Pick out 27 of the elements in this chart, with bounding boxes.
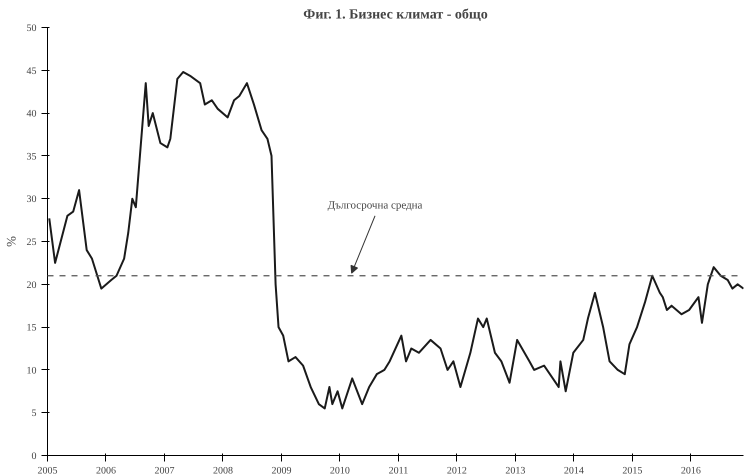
x-tick-label: 2010: [330, 466, 350, 476]
x-tick-label: 2007: [154, 466, 174, 476]
line-series: [48, 71, 744, 410]
y-tick-label: 45: [26, 66, 36, 77]
annotation: Дългосрочна средна: [328, 200, 423, 212]
x-tick-label: 2014: [564, 466, 584, 476]
y-tick-label: 0: [32, 451, 36, 462]
x-tick-label: 2005: [38, 466, 58, 476]
y-tick-label: 10: [26, 365, 36, 376]
y-tick-label: 5: [32, 408, 36, 420]
y-tick-label: 40: [26, 108, 36, 120]
y-tick-label: 50: [26, 23, 36, 34]
x-tick-label: 2009: [271, 466, 292, 476]
y-tick-label: 30: [26, 194, 36, 206]
x-tick-label: 2013: [505, 466, 526, 476]
x-tick-label: 2012: [446, 466, 467, 476]
x-tick-label: 2006: [96, 466, 116, 476]
y-tick-label: 20: [26, 280, 36, 291]
y-axis-title: %: [4, 236, 18, 247]
x-tick-label: 2011: [388, 466, 408, 476]
y-tick-label: 15: [26, 322, 36, 334]
x-tick-label: 2008: [212, 466, 233, 476]
y-tick-label: 25: [26, 237, 36, 248]
x-tick-label: 2015: [622, 466, 642, 476]
x-tick-label: 2016: [680, 466, 701, 476]
y-tick-label: 35: [26, 151, 36, 162]
chart-title: Фиг. 1. Бизнес климат - общо: [303, 8, 488, 22]
